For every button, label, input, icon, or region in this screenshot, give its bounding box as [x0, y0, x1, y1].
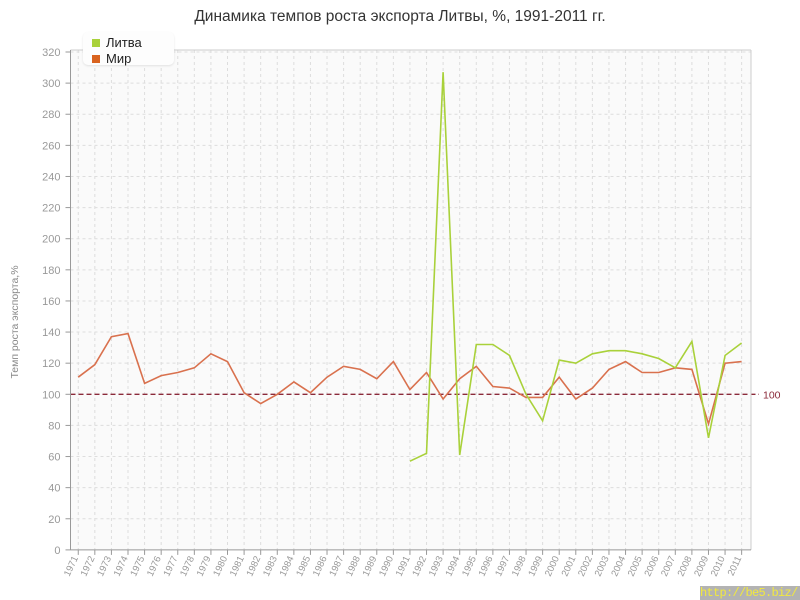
svg-text:40: 40 — [48, 483, 60, 495]
svg-text:100: 100 — [763, 389, 781, 401]
svg-text:1991: 1991 — [394, 555, 413, 579]
svg-text:2002: 2002 — [576, 555, 595, 579]
svg-text:1994: 1994 — [444, 555, 463, 579]
svg-text:1973: 1973 — [95, 555, 114, 579]
svg-text:200: 200 — [42, 234, 60, 246]
svg-text:120: 120 — [42, 358, 60, 370]
svg-text:140: 140 — [42, 327, 60, 339]
svg-text:1996: 1996 — [477, 555, 496, 579]
svg-text:1983: 1983 — [261, 555, 280, 579]
svg-text:60: 60 — [48, 452, 60, 464]
svg-text:280: 280 — [42, 109, 60, 121]
svg-text:2007: 2007 — [659, 555, 678, 579]
svg-text:1990: 1990 — [377, 555, 396, 579]
svg-text:2006: 2006 — [643, 555, 662, 579]
svg-text:1975: 1975 — [128, 555, 147, 579]
svg-text:1989: 1989 — [361, 555, 380, 579]
svg-text:300: 300 — [42, 78, 60, 90]
svg-text:1980: 1980 — [211, 555, 230, 579]
svg-text:220: 220 — [42, 203, 60, 215]
svg-text:320: 320 — [42, 47, 60, 59]
svg-text:2009: 2009 — [692, 555, 711, 579]
svg-text:0: 0 — [54, 545, 60, 557]
svg-text:2005: 2005 — [626, 555, 645, 579]
svg-text:1971: 1971 — [62, 555, 81, 579]
svg-text:1986: 1986 — [311, 555, 330, 579]
svg-text:2001: 2001 — [560, 555, 579, 579]
svg-text:2004: 2004 — [609, 555, 628, 579]
svg-text:1995: 1995 — [460, 555, 479, 579]
svg-text:240: 240 — [42, 171, 60, 183]
svg-text:1982: 1982 — [244, 555, 263, 579]
svg-text:1985: 1985 — [294, 555, 313, 579]
svg-text:2003: 2003 — [593, 555, 612, 579]
svg-text:1972: 1972 — [79, 555, 98, 579]
svg-text:1981: 1981 — [228, 555, 247, 579]
svg-text:2011: 2011 — [726, 555, 745, 578]
svg-text:2000: 2000 — [543, 555, 562, 579]
svg-text:1992: 1992 — [410, 555, 429, 579]
svg-text:100: 100 — [42, 389, 60, 401]
svg-text:1997: 1997 — [493, 555, 512, 579]
svg-text:260: 260 — [42, 140, 60, 152]
svg-text:1988: 1988 — [344, 555, 363, 579]
svg-text:2008: 2008 — [676, 555, 695, 579]
svg-text:1987: 1987 — [327, 555, 346, 579]
svg-text:1977: 1977 — [162, 555, 181, 579]
svg-text:1998: 1998 — [510, 555, 529, 579]
svg-text:160: 160 — [42, 296, 60, 308]
svg-text:20: 20 — [48, 514, 60, 526]
svg-text:180: 180 — [42, 265, 60, 277]
svg-text:2010: 2010 — [709, 555, 728, 579]
svg-text:1979: 1979 — [195, 555, 214, 579]
svg-text:1984: 1984 — [278, 555, 297, 579]
svg-text:80: 80 — [48, 420, 60, 432]
svg-text:1999: 1999 — [526, 555, 545, 579]
svg-text:1974: 1974 — [112, 555, 131, 579]
svg-text:1976: 1976 — [145, 555, 164, 579]
svg-text:1978: 1978 — [178, 555, 197, 579]
svg-text:1993: 1993 — [427, 555, 446, 579]
